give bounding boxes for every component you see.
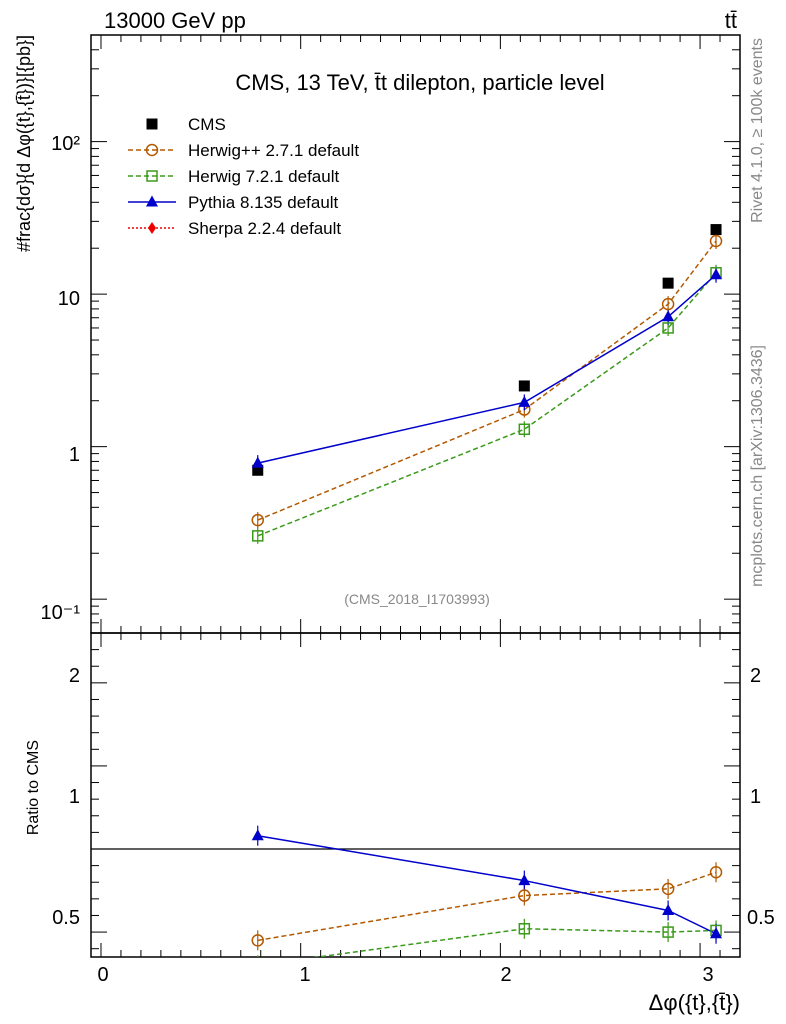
herwig-7-2-1-default-point [251, 530, 264, 542]
herwig-2-7-1-default-ratio-point [251, 934, 264, 947]
herwig-2-7-1-default-ratio-point [709, 866, 723, 879]
pythia-8-135-default-point [710, 268, 723, 280]
ratio-tick-label-left: 1 [69, 786, 80, 808]
header-right: tt̄ [725, 8, 737, 33]
pythia-8-135-default-ratio-point [710, 927, 723, 939]
herwig-7-2-1-default-ratio-point [662, 926, 674, 938]
legend-label: Herwig++ 2.7.1 default [188, 141, 359, 160]
ratio-y-axis-label: Ratio to CMS [25, 740, 42, 835]
y-tick-label: 10² [51, 133, 80, 155]
legend-marker-cms [146, 118, 158, 130]
pythia-8-135-default-ratio-point [518, 874, 531, 886]
legend-label: Sherpa 2.2.4 default [188, 219, 341, 238]
y-tick-label: 1 [69, 444, 80, 466]
herwig-2-7-1-default-ratio-point [518, 889, 531, 902]
herwig-7-2-1-default-ratio-point [253, 960, 263, 970]
chart-title: CMS, 13 TeV, t̄t dilepton, particle leve… [235, 70, 604, 95]
ratio-tick-label-right: 2 [750, 665, 761, 687]
pythia-8-135-default-point [251, 456, 264, 468]
herwig-7-2-1-default-line [257, 272, 717, 537]
legend-label: Pythia 8.135 default [188, 193, 339, 212]
herwig-2-7-1-default-point [661, 297, 675, 311]
herwig-7-2-1-default-ratio-line [312, 928, 717, 957]
pythia-8-135-default-point [662, 310, 675, 322]
y-axis-label: #frac{dσ}{d Δφ({t},{t̄})}[{pb}] [14, 35, 34, 252]
legend-marker-pythia-8-135-default [146, 195, 158, 207]
pythia-8-135-default-line [257, 274, 717, 464]
ratio-plot-frame [90, 632, 741, 958]
cms-point [252, 464, 264, 476]
x-tick-label: 2 [500, 964, 511, 986]
x-tick-label: 1 [299, 964, 310, 986]
legend-marker-sherpa-2-2-4-default [148, 222, 156, 234]
herwig-2-7-1-default-point [251, 513, 264, 527]
herwig-2-7-1-default-ratio-point [661, 882, 675, 896]
cms-point [662, 277, 674, 289]
pythia-8-135-default-ratio-point [251, 829, 264, 841]
herwig-7-2-1-default-point [518, 423, 531, 436]
pythia-8-135-default-ratio-line [257, 834, 717, 935]
ratio-tick-label-right: 1 [750, 786, 761, 808]
herwig-7-2-1-default-point [662, 322, 674, 334]
ratio-tick-label-right: 0.5 [747, 907, 775, 929]
ratio-tick-label-left: 2 [69, 665, 80, 687]
pythia-8-135-default-ratio-point [662, 903, 675, 915]
cms-point [710, 224, 722, 236]
herwig-2-7-1-default-line [257, 240, 717, 521]
legend-label: CMS [188, 115, 226, 134]
pythia-8-135-default-point [518, 395, 531, 407]
legend-label: Herwig 7.2.1 default [188, 167, 339, 186]
herwig-2-7-1-default-point [709, 234, 723, 248]
header-left: 13000 GeV pp [104, 8, 246, 33]
mcplots-label: mcplots.cern.ch [arXiv:1306.3436] [749, 345, 766, 587]
cms-point [518, 380, 530, 392]
x-tick-label: 3 [702, 964, 713, 986]
y-tick-label: 10 [58, 288, 80, 310]
y-tick-label: 10⁻¹ [41, 602, 81, 624]
herwig-7-2-1-default-ratio-point [518, 923, 531, 935]
x-axis-label: Δφ({t},{t̄}) [649, 990, 740, 1015]
ratio-tick-label-left: 0.5 [52, 907, 80, 929]
rivet-label: Rivet 4.1.0, ≥ 100k events [749, 38, 766, 223]
x-tick-label: 0 [97, 964, 108, 986]
legend-marker-herwig-2-7-1-default [145, 143, 159, 157]
legend-marker-herwig-7-2-1-default [146, 170, 158, 182]
watermark: (CMS_2018_I1703993) [344, 591, 490, 607]
